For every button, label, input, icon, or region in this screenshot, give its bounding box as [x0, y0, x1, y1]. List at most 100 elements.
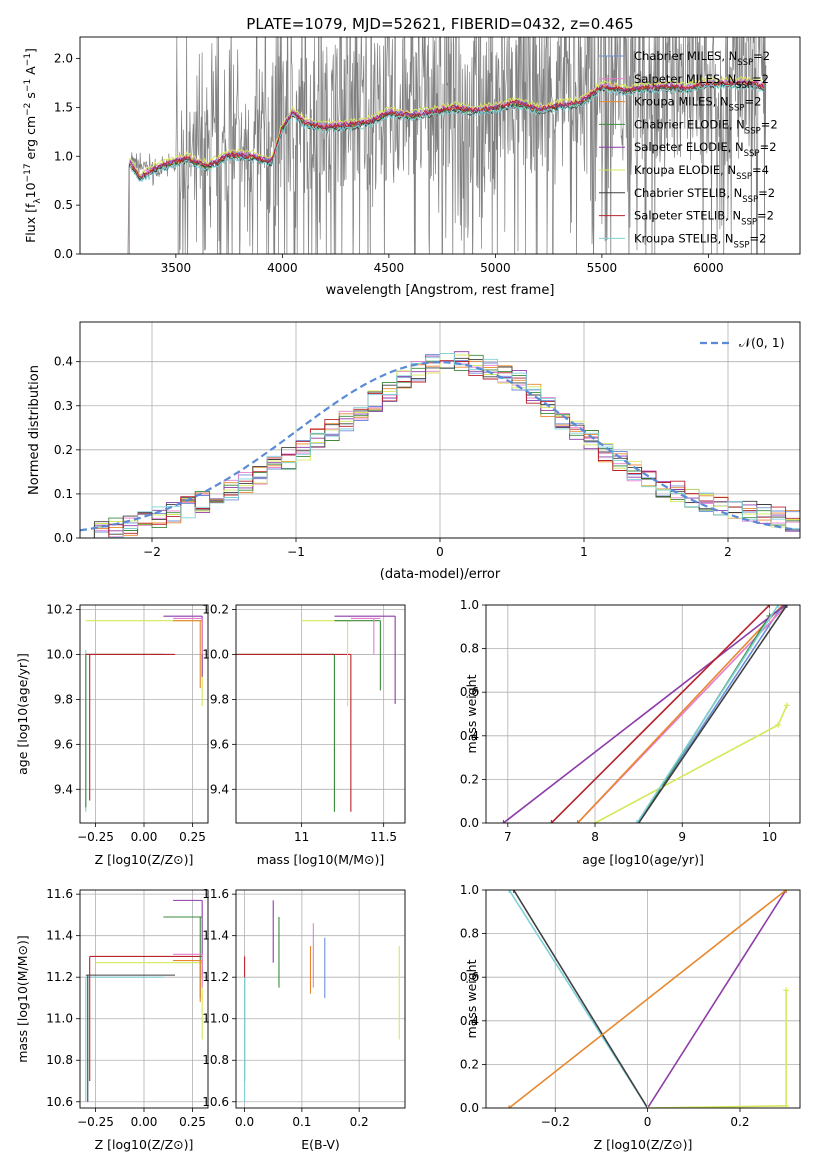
- x-tick-label: −0.2: [541, 1115, 570, 1129]
- weight-marker: [510, 890, 517, 893]
- plot-area-4: [236, 615, 396, 812]
- weight-marker: [592, 820, 599, 823]
- y-tick-label: 0.8: [460, 927, 479, 941]
- x-tick-label: 0.00: [131, 1115, 158, 1129]
- y-tick-label: 11.0: [46, 1012, 73, 1026]
- x-tick-label: −0.25: [77, 830, 114, 844]
- weight-marker: [633, 820, 640, 823]
- x-tick-label: 0.2: [350, 1115, 369, 1129]
- x-tick-label: 3500: [161, 261, 192, 275]
- weight-marker: [548, 820, 555, 823]
- x-tick-label: −0.25: [77, 1115, 114, 1129]
- y-tick-label: 10.0: [202, 647, 229, 661]
- y-tick-label: 0.4: [460, 1014, 479, 1028]
- y-tick-label: 1.0: [460, 883, 479, 897]
- weight-line-4: [508, 890, 787, 1108]
- weight-line-5: [502, 605, 786, 823]
- weight-marker: [506, 890, 513, 893]
- x-tick-label: 7: [504, 830, 512, 844]
- plot-area-5: [500, 605, 790, 823]
- y-tick-label: 1.0: [54, 149, 73, 163]
- x-axis-label: Z [log10(Z/Z⊙)]: [95, 852, 194, 867]
- weight-line-3: [646, 890, 787, 1108]
- y-tick-label: 9.4: [54, 782, 73, 796]
- weight-marker: [766, 605, 773, 608]
- x-tick-label: 0.00: [131, 830, 158, 844]
- axes-frame: [79, 36, 801, 255]
- y-tick-label: 0.0: [460, 1101, 479, 1115]
- model-line-9: [122, 83, 764, 254]
- model-line-8: [122, 79, 764, 254]
- x-tick-label: 2: [724, 545, 732, 559]
- x-tick-label: 4500: [374, 261, 405, 275]
- x-axis-label: Z [log10(Z/Z⊙)]: [95, 1137, 194, 1152]
- x-tick-label: 0: [436, 545, 444, 559]
- x-tick-label: 5500: [587, 261, 618, 275]
- weight-marker: [783, 890, 790, 893]
- y-tick-label: 11.0: [202, 1012, 229, 1026]
- y-tick-label: 0.1: [54, 487, 73, 501]
- axes-frame: [79, 604, 209, 824]
- panel-7: [232, 890, 405, 1112]
- x-tick-label: 11.5: [370, 830, 397, 844]
- legend-label-3: Kroupa MILES, NSSP=2: [634, 95, 761, 114]
- x-axis-label: E(B-V): [301, 1137, 340, 1152]
- x-tick-label: 9: [678, 830, 686, 844]
- axes-frame: [79, 889, 209, 1109]
- y-tick-label: 0.6: [460, 970, 479, 984]
- weight-marker: [644, 1105, 651, 1108]
- y-tick-label: 0.4: [460, 729, 479, 743]
- weight-marker: [783, 605, 790, 608]
- panel-1: [76, 37, 767, 258]
- y-axis-label: Normed distribution: [27, 365, 42, 495]
- weight-marker: [574, 820, 581, 823]
- x-tick-label: 0.0: [235, 1115, 254, 1129]
- panel-4: [232, 605, 405, 827]
- weight-marker: [506, 1105, 513, 1108]
- weight-marker: [783, 987, 790, 994]
- y-tick-label: 10.2: [46, 602, 73, 616]
- x-tick-label: −1: [287, 545, 305, 559]
- y-tick-label: 0.6: [460, 685, 479, 699]
- axes-frame: [79, 321, 801, 539]
- y-tick-label: 10.6: [202, 1095, 229, 1109]
- y-tick-label: 0.4: [54, 355, 73, 369]
- weight-line-9: [636, 605, 779, 823]
- y-tick-label: 10.8: [46, 1053, 73, 1067]
- x-tick-label: 0.25: [179, 830, 206, 844]
- legend-label-2: Salpeter MILES, NSSP=2: [634, 72, 769, 91]
- legend-label-7: Chabrier STELIB, NSSP=2: [634, 186, 775, 205]
- model-line-6: [122, 75, 764, 254]
- plot-area-3: [85, 615, 203, 812]
- y-tick-label: 9.8: [54, 692, 73, 706]
- weight-marker: [783, 702, 790, 709]
- x-tick-label: 0: [644, 1115, 652, 1129]
- x-tick-label: 10: [762, 830, 777, 844]
- y-tick-label: 1.0: [460, 598, 479, 612]
- weight-marker: [500, 820, 507, 823]
- y-tick-label: 10.0: [46, 647, 73, 661]
- axes-frame: [235, 889, 406, 1109]
- y-tick-label: 10.8: [202, 1053, 229, 1067]
- y-tick-label: 11.2: [202, 970, 229, 984]
- y-axis-label: mass weight: [464, 959, 479, 1038]
- x-axis-label: age [log10(age/yr)]: [582, 852, 704, 867]
- histogram-step-7: [80, 357, 800, 538]
- y-axis-label: mass [log10(M/M⊙)]: [15, 935, 30, 1063]
- plot-area-2: [80, 351, 800, 538]
- y-axis-label: mass weight: [464, 674, 479, 753]
- legend-label-1: Chabrier MILES, NSSP=2: [634, 49, 770, 68]
- weight-line-5: [647, 990, 787, 1108]
- y-tick-label: 9.4: [210, 782, 229, 796]
- plot-area-1: [90, 37, 767, 254]
- y-tick-label: 9.6: [210, 737, 229, 751]
- y-tick-label: 11.4: [202, 929, 229, 943]
- plot-area-8: [506, 890, 790, 1108]
- axes-frame: [235, 604, 406, 824]
- x-tick-label: 0.1: [292, 1115, 311, 1129]
- legend-label-5: Salpeter ELODIE, NSSP=2: [634, 140, 777, 159]
- y-tick-label: 9.6: [54, 737, 73, 751]
- chart-title: PLATE=1079, MJD=52621, FIBERID=0432, z=0…: [246, 15, 633, 33]
- x-tick-label: 0.25: [179, 1115, 206, 1129]
